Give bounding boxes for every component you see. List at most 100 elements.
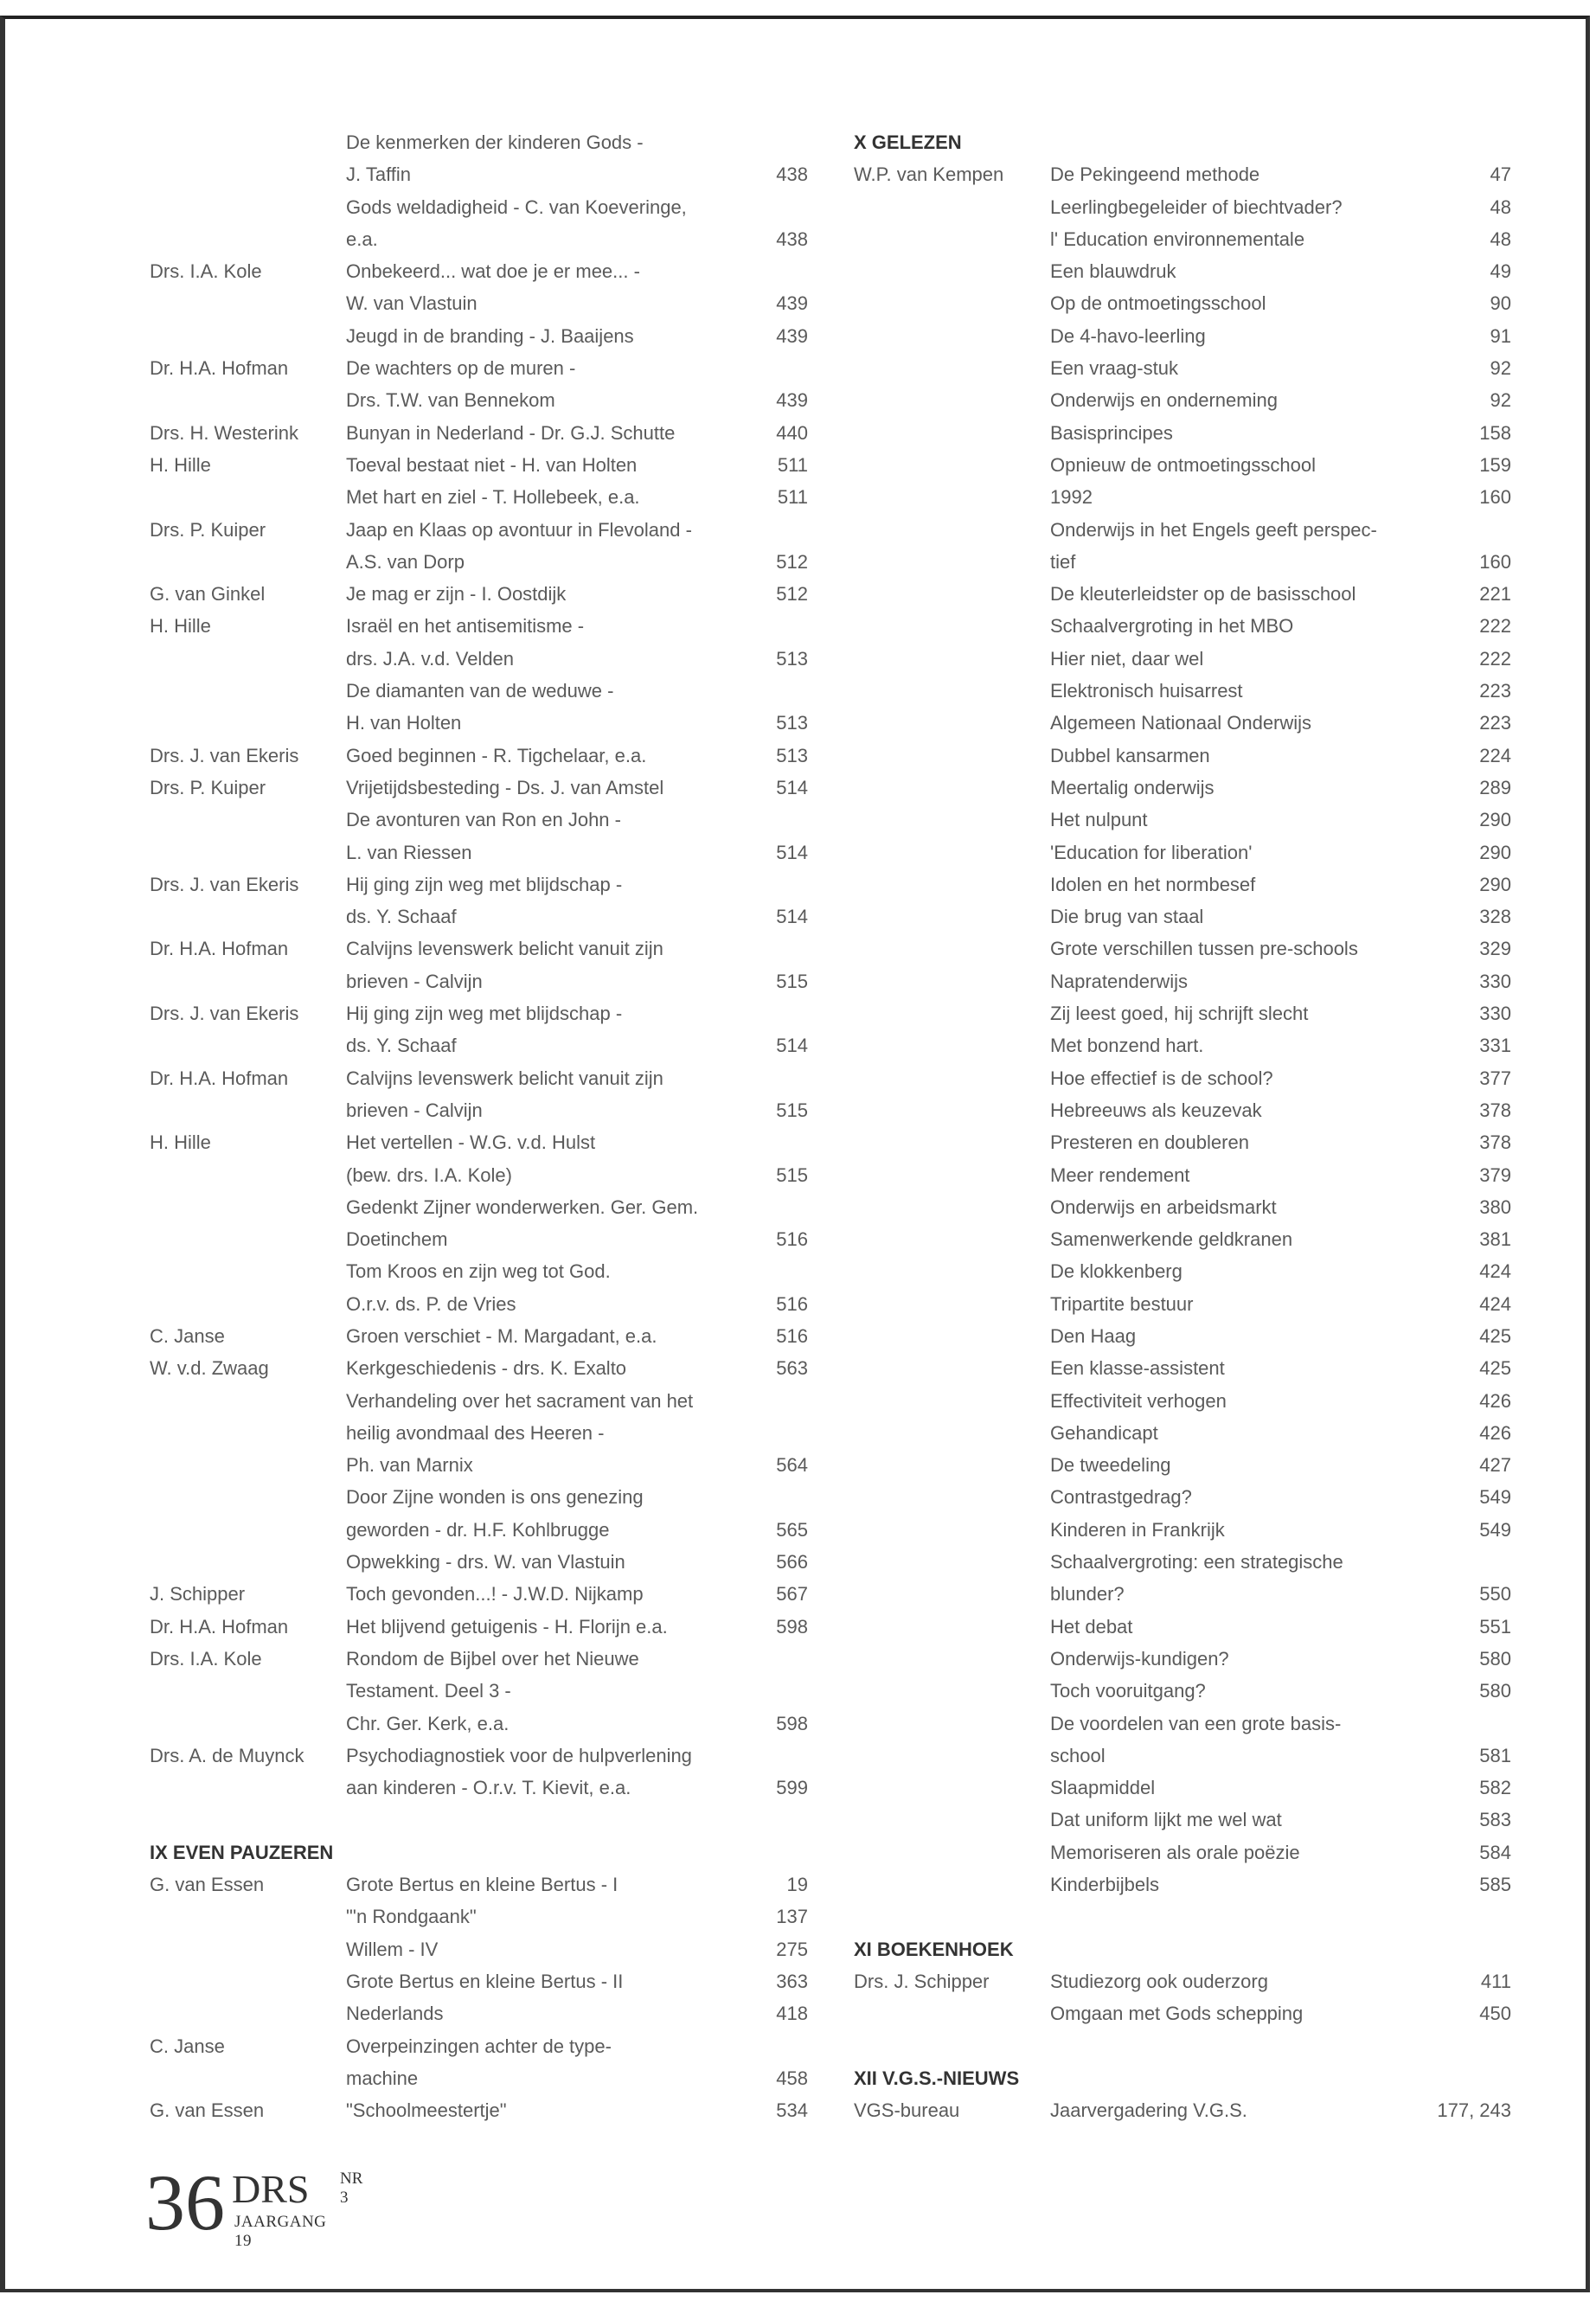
entry-page: 222 [1479, 647, 1511, 670]
entry-page: 513 [776, 647, 808, 670]
index-entry: De kenmerken der kinderen Gods - [150, 126, 808, 158]
entry-title: Tom Kroos en zijn weg tot God. [346, 1260, 611, 1283]
entry-page: 425 [1479, 1324, 1511, 1347]
index-entry: Nederlands 418 [150, 1997, 808, 2029]
entry-title: Meer rendement [1050, 1163, 1190, 1186]
entry-title: Algemeen Nationaal Onderwijs [1050, 712, 1312, 734]
entry-page: 551 [1479, 1615, 1511, 1638]
entry-author: Dr. H.A. Hofman [150, 1615, 289, 1638]
entry-title: brieven - Calvijn [346, 1099, 483, 1121]
index-entry: H. Hille Het vertellen - W.G. v.d. Hulst [150, 1126, 808, 1158]
index-entry: Grote Bertus en kleine Bertus - II 363 [150, 1965, 808, 1997]
index-entry: Met bonzend hart. 331 [854, 1029, 1511, 1061]
index-entry: Chr. Ger. Kerk, e.a. 598 [150, 1708, 808, 1740]
index-entry: Opwekking - drs. W. van Vlastuin 566 [150, 1546, 808, 1578]
index-entry: Drs. H. Westerink Bunyan in Nederland - D… [150, 417, 808, 449]
entry-title: Presteren en doubleren [1050, 1131, 1249, 1154]
index-entry: Een vraag-stuk 92 [854, 352, 1511, 384]
entry-title: Omgaan met Gods schepping [1050, 2003, 1304, 2025]
entry-title: ds. Y. Schaaf [346, 1035, 457, 1057]
entry-page: 599 [776, 1777, 808, 1799]
index-entry: Onderwijs en onderneming 92 [854, 384, 1511, 416]
entry-author: Drs. A. de Muynck [150, 1744, 304, 1766]
spacer [854, 2030, 1511, 2062]
entry-page: 378 [1479, 1131, 1511, 1154]
entry-page: 158 [1479, 421, 1511, 444]
entry-page: 580 [1479, 1647, 1511, 1670]
entry-title: Kinderen in Frankrijk [1050, 1518, 1225, 1541]
entry-page: 516 [776, 1228, 808, 1251]
index-entry: Drs. P. Kuiper Vrijetijdsbesteding - Ds. … [150, 772, 808, 804]
index-entry: heilig avondmaal des Heeren - [150, 1417, 808, 1449]
entry-page: 567 [776, 1583, 808, 1606]
index-entry: Napratenderwijs 330 [854, 965, 1511, 997]
index-entry: C. Janse Groen verschiet - M. Margadant, … [150, 1320, 808, 1352]
entry-author: H. Hille [150, 1131, 211, 1154]
entry-page: 90 [1490, 292, 1511, 315]
index-entry: Omgaan met Gods schepping 450 [854, 1997, 1511, 2029]
entry-page: 177, 243 [1437, 2099, 1511, 2122]
index-entry: H. van Holten 513 [150, 707, 808, 739]
section-heading: X GELEZEN [854, 131, 962, 153]
index-entry: Drs. P. Kuiper Jaap en Klaas op avontuur … [150, 514, 808, 546]
entry-title: De kleuterleidster op de basisschool [1050, 583, 1356, 606]
index-entry: aan kinderen - O.r.v. T. Kievit, e.a. 599 [150, 1772, 808, 1804]
entry-title: Gedenkt Zijner wonderwerken. Ger. Gem. [346, 1195, 699, 1218]
entry-title: Opwekking - drs. W. van Vlastuin [346, 1551, 625, 1574]
index-entry: Drs. I.A. Kole Onbekeerd... wat doe je er… [150, 255, 808, 287]
index-entry: Elektronisch huisarrest 223 [854, 675, 1511, 707]
index-entry: L. van Riessen 514 [150, 836, 808, 868]
index-entry: Idolen en het normbesef 290 [854, 868, 1511, 901]
entry-author: Drs. I.A. Kole [150, 260, 262, 283]
entry-title: Schaalvergroting in het MBO [1050, 615, 1294, 638]
entry-title: De wachters op de muren - [346, 357, 576, 380]
entry-title: Doetinchem [346, 1228, 448, 1251]
entry-title: Gods weldadigheid - C. van Koeveringe, [346, 195, 687, 218]
index-entry: tief 160 [854, 546, 1511, 578]
entry-title: 1992 [1050, 486, 1093, 509]
entry-title: Groen verschiet - M. Margadant, e.a. [346, 1324, 657, 1347]
entry-page: 425 [1479, 1357, 1511, 1380]
entry-page: 514 [776, 1035, 808, 1057]
entry-title: Chr. Ger. Kerk, e.a. [346, 1712, 510, 1734]
entry-title: Dat uniform lijkt me wel wat [1050, 1809, 1282, 1831]
entry-title: Schaalvergroting: een strategische [1050, 1551, 1343, 1574]
page-frame [0, 16, 1590, 2292]
entry-page: 328 [1479, 906, 1511, 928]
entry-page: 564 [776, 1454, 808, 1477]
page-number: 36 [145, 2158, 225, 2247]
index-entry: Grote verschillen tussen pre-schools 329 [854, 933, 1511, 965]
entry-author: Drs. J. van Ekeris [150, 873, 299, 895]
entry-page: 511 [777, 453, 808, 476]
entry-title: De voordelen van een grote basis- [1050, 1712, 1342, 1734]
entry-page: 513 [776, 744, 808, 766]
entry-page: 378 [1479, 1099, 1511, 1121]
index-entry: machine 458 [150, 2062, 808, 2094]
entry-page: 381 [1479, 1228, 1511, 1251]
index-entry: Tripartite bestuur 424 [854, 1288, 1511, 1320]
entry-title: Hier niet, daar wel [1050, 647, 1204, 670]
index-entry: Tom Kroos en zijn weg tot God. [150, 1255, 808, 1287]
index-entry: Dr. H.A. Hofman De wachters op de muren - [150, 352, 808, 384]
index-entry: blunder? 550 [854, 1578, 1511, 1610]
entry-page: 290 [1479, 809, 1511, 831]
index-entry: Algemeen Nationaal Onderwijs 223 [854, 707, 1511, 739]
entry-page: 49 [1490, 260, 1511, 283]
entry-page: 224 [1479, 744, 1511, 766]
entry-page: 438 [776, 228, 808, 250]
entry-page: 549 [1479, 1486, 1511, 1509]
index-entry: Dubbel kansarmen 224 [854, 740, 1511, 772]
entry-page: 534 [776, 2099, 808, 2122]
index-entry: Die brug van staal 328 [854, 901, 1511, 933]
index-entry: Contrastgedrag? 549 [854, 1481, 1511, 1513]
entry-page: 48 [1490, 228, 1511, 250]
index-entry: Hier niet, daar wel 222 [854, 643, 1511, 675]
entry-title: Onderwijs in het Engels geeft perspec- [1050, 518, 1377, 541]
entry-author: C. Janse [150, 2035, 225, 2057]
entry-page: 583 [1479, 1809, 1511, 1831]
entry-page: 584 [1479, 1841, 1511, 1863]
entry-page: 377 [1479, 1067, 1511, 1089]
entry-title: Contrastgedrag? [1050, 1486, 1192, 1509]
entry-title: l' Education environnementale [1050, 228, 1305, 250]
index-entry: Onderwijs-kundigen? 580 [854, 1643, 1511, 1675]
